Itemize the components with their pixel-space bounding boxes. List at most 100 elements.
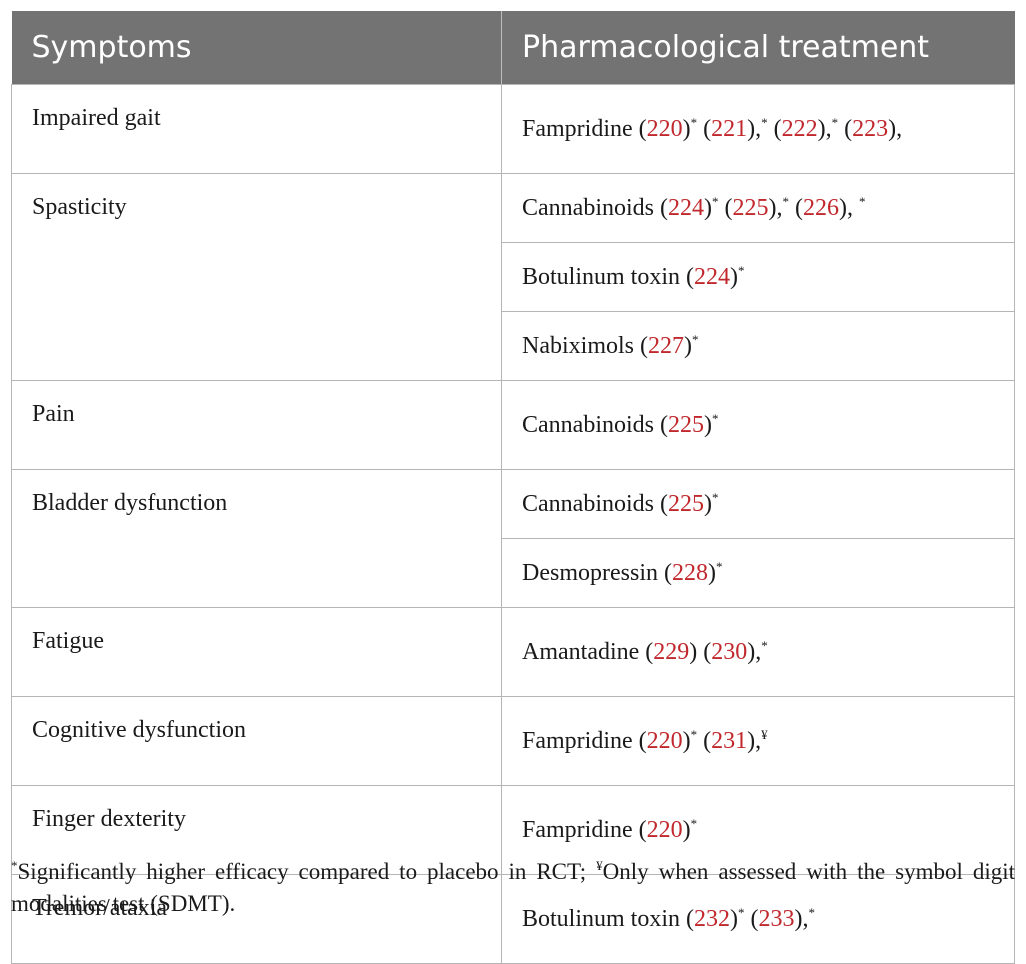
treatment-text: ) [684,332,692,359]
table-row: Finger dexterity Fampridine (220)* [11,785,1015,875]
treatment-cell: Fampridine (220)* [501,785,1015,875]
reference-link[interactable]: 229 [653,638,690,665]
symptom-cell: Fatigue [11,607,502,697]
treatment-text: Cannabinoids ( [522,411,668,438]
table-row: Impaired gait Fampridine (220)* (221),* (… [11,84,1015,174]
significance-marker: * [690,726,698,742]
reference-link[interactable]: 224 [667,194,704,221]
significance-marker: * [761,637,768,653]
treatment-text: ), [888,115,903,142]
treatment-cell: Amantadine (229) (230),* [501,607,1015,697]
significance-marker: * [690,114,698,130]
reference-link[interactable]: 226 [802,194,839,221]
treatment-cell: Cannabinoids (225)* [501,469,1015,539]
footnote-text-sdmt: Only when assessed with the symbol digit… [11,859,1016,916]
header-pharmacological-treatment: Pharmacological treatment [501,11,1015,85]
reference-link[interactable]: 231 [711,727,748,754]
treatment-text: Fampridine ( [522,115,647,142]
treatment-text: ( [838,115,853,142]
treatment-text: ) [682,816,691,843]
symptom-cell: Bladder dysfunction [11,469,502,608]
treatment-text: ), [838,194,859,221]
symptom-cell: Spasticity [11,173,502,381]
footnote-asterisk-mark: * [11,858,18,873]
reference-link[interactable]: 232 [694,905,731,932]
table-row: Pain Cannabinoids (225)* [11,380,1015,470]
treatment-text: ), [817,115,832,142]
treatment-text: Nabiximols ( [522,332,648,359]
significance-marker: * [715,558,723,574]
treatment-text: ) ( [689,638,712,665]
reference-link[interactable]: 220 [646,816,683,843]
reference-link[interactable]: 224 [694,263,731,290]
treatment-text: Desmopressin ( [522,559,672,586]
treatment-text: ), [768,194,783,221]
significance-marker: * [692,331,699,347]
treatment-text: ), [747,115,762,142]
symptom-cell: Pain [11,380,502,470]
treatment-text: ( [697,727,712,754]
symptom-cell: Finger dexterity [11,785,502,875]
treatment-text: Cannabinoids ( [522,490,668,517]
significance-marker: ¥ [761,726,768,742]
significance-marker: * [711,193,719,209]
significance-marker: * [738,904,745,920]
reference-link[interactable]: 225 [667,411,704,438]
significance-marker: * [711,410,719,426]
treatment-cell: Nabiximols (227)* [501,311,1015,381]
significance-marker: * [711,489,719,505]
table-row: Bladder dysfunction Cannabinoids (225)* [11,469,1015,608]
footnote-text-efficacy: Significantly higher efficacy compared t… [17,859,597,884]
header-symptoms: Symptoms [11,11,502,85]
symptom-cell: Cognitive dysfunction [11,696,502,786]
significance-marker: * [831,114,839,130]
treatment-text: ( [788,194,803,221]
treatment-text: ) [682,727,691,754]
table-footnote: *Significantly higher efficacy compared … [11,856,1015,920]
treatment-text: Botulinum toxin ( [522,263,695,290]
reference-link[interactable]: 221 [711,115,748,142]
treatment-text: ) [682,115,691,142]
reference-link[interactable]: 222 [781,115,818,142]
treatment-cell: Botulinum toxin (224)* [501,242,1015,312]
treatment-text: Amantadine ( [522,638,654,665]
significance-marker: * [761,114,768,130]
table-body: Impaired gait Fampridine (220)* (221),* (… [11,84,1015,964]
symptom-cell: Impaired gait [11,84,502,174]
treatment-cell: Cannabinoids (224)* (225),* (226), * [501,173,1015,243]
significance-marker: * [690,815,698,831]
treatment-text: ) [707,559,716,586]
treatment-text: Fampridine ( [522,727,647,754]
treatment-text: ) [703,490,712,517]
significance-marker: * [808,904,816,920]
treatment-text: Fampridine ( [522,816,647,843]
header-row: Symptoms Pharmacological treatment [11,11,1015,85]
significance-marker: * [782,193,789,209]
treatment-table: Symptoms Pharmacological treatment Impai… [11,11,1015,964]
table-row: Spasticity Cannabinoids (224)* (225),* (2… [11,173,1015,381]
reference-link[interactable]: 230 [711,638,748,665]
treatment-cell: Fampridine (220)* (221),* (222),* (223), [501,84,1015,174]
treatment-cell: Fampridine (220)* (231),¥ [501,696,1015,786]
reference-link[interactable]: 227 [648,332,684,359]
treatment-text: ), [747,638,762,665]
reference-link[interactable]: 233 [758,905,795,932]
reference-link[interactable]: 220 [646,727,683,754]
significance-marker: * [858,193,866,209]
treatment-cell: Cannabinoids (225)* [501,380,1015,470]
treatment-text: Botulinum toxin ( [522,905,695,932]
treatment-text: ) [703,411,712,438]
table-row: Botulinum toxin (224)* [12,242,1015,312]
treatment-text: ) [730,905,739,932]
reference-link[interactable]: 223 [852,115,889,142]
treatment-text: Cannabinoids ( [522,194,668,221]
treatment-text: ( [697,115,712,142]
reference-link[interactable]: 225 [667,490,704,517]
treatment-text: ), [794,905,809,932]
reference-link[interactable]: 225 [732,194,769,221]
reference-link[interactable]: 228 [671,559,708,586]
reference-link[interactable]: 220 [646,115,683,142]
treatment-text: ( [744,905,759,932]
treatment-text: ( [718,194,733,221]
table-row: Cognitive dysfunction Fampridine (220)* (… [11,696,1015,786]
